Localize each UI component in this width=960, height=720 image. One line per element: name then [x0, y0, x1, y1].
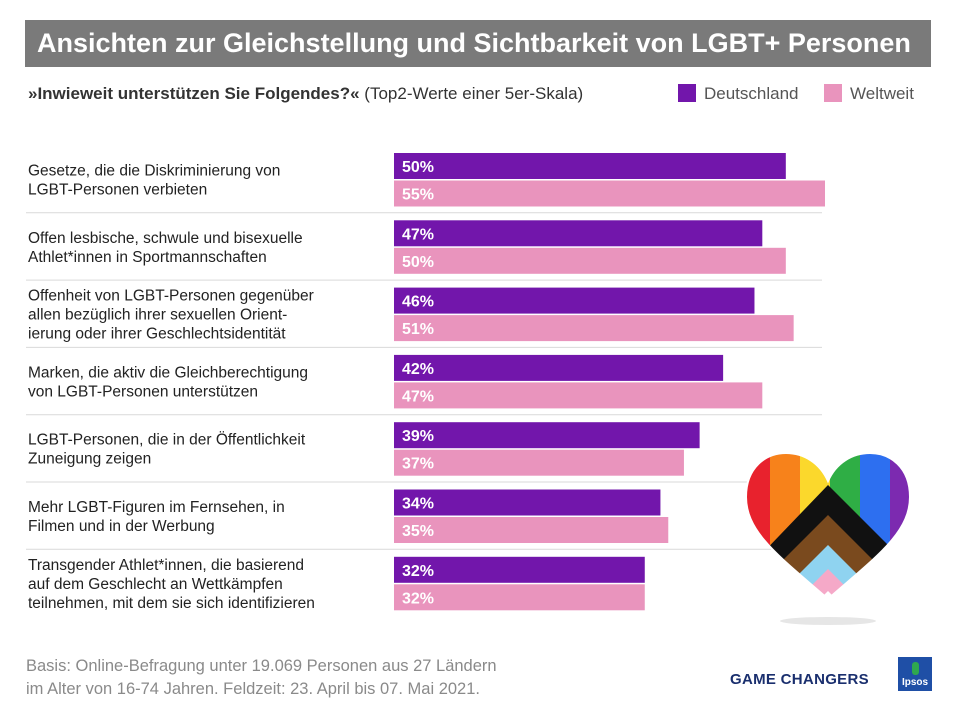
- legend-label-weltweit: Weltweit: [850, 84, 914, 103]
- value-label-deutschland: 47%: [402, 226, 434, 243]
- legend-swatch-weltweit: [824, 84, 842, 102]
- category-label-line: Mehr LGBT-Figuren im Fernsehen, in: [28, 499, 285, 516]
- bar-weltweit: [394, 247, 786, 274]
- bar-deutschland: [394, 153, 786, 179]
- category-label-line: LGBT-Personen verbieten: [28, 182, 207, 199]
- category-label-line: Offenheit von LGBT-Personen gegenüber: [28, 288, 314, 305]
- bar-weltweit: [394, 315, 794, 342]
- category-label-line: Offen lesbische, schwule und bisexuelle: [28, 230, 303, 247]
- category-label-line: auf dem Geschlecht an Wettkämpfen: [28, 576, 283, 593]
- bar-weltweit: [394, 180, 825, 207]
- chart-subtitle: »Inwieweit unterstützen Sie Folgendes?« …: [28, 84, 583, 104]
- category-label: Offen lesbische, schwule und bisexuelle A…: [28, 230, 303, 266]
- bar-deutschland: [394, 287, 755, 314]
- bar-deutschland: [394, 354, 724, 381]
- value-label-weltweit: 32%: [402, 590, 434, 607]
- footer-line-1: Basis: Online-Befragung unter 19.069 Per…: [26, 657, 497, 675]
- ipsos-logo-text: Ipsos: [901, 677, 929, 688]
- category-label-line: teilnehmen, mit dem sie sich identifizie…: [28, 595, 315, 612]
- legend-label-deutschland: Deutschland: [704, 84, 799, 103]
- category-label-line: Marken, die aktiv die Gleichberechtigung: [28, 364, 308, 381]
- category-label-line: allen bezüglich ihrer sexuellen Orient-: [28, 307, 287, 324]
- category-label-line: Zuneigung zeigen: [28, 451, 151, 468]
- bar-weltweit: [394, 382, 763, 409]
- category-label-line: Gesetze, die die Diskriminierung von: [28, 163, 280, 180]
- subtitle-note: (Top2-Werte einer 5er-Skala): [364, 84, 584, 103]
- bar-deutschland: [394, 489, 661, 516]
- value-label-weltweit: 50%: [402, 254, 434, 271]
- footer-line-2: im Alter von 16-74 Jahren. Feldzeit: 23.…: [26, 680, 480, 698]
- game-changers-brand: GAME CHANGERS: [730, 671, 869, 688]
- value-label-weltweit: 51%: [402, 321, 434, 338]
- value-label-deutschland: 46%: [402, 294, 434, 311]
- legend-swatch-deutschland: [678, 84, 696, 102]
- value-label-weltweit: 37%: [402, 456, 434, 473]
- category-label: Transgender Athlet*innen, die basierend a…: [28, 557, 315, 612]
- bar-weltweit: [394, 584, 645, 611]
- category-label: Mehr LGBT-Figuren im Fernsehen, in Filmen…: [28, 499, 285, 535]
- title-bar: Ansichten zur Gleichstellung und Sichtba…: [25, 20, 931, 67]
- category-label: Offenheit von LGBT-Personen gegenüber all…: [28, 288, 314, 343]
- category-label-line: Athlet*innen in Sportmannschaften: [28, 249, 267, 266]
- category-label-line: Transgender Athlet*innen, die basierend: [28, 557, 304, 574]
- chart-title: Ansichten zur Gleichstellung und Sichtba…: [37, 28, 911, 58]
- value-label-weltweit: 55%: [402, 187, 434, 204]
- value-label-deutschland: 39%: [402, 428, 434, 445]
- value-label-deutschland: 34%: [402, 496, 434, 513]
- legend-item-deutschland: Deutschland: [678, 84, 799, 104]
- value-label-weltweit: 35%: [402, 523, 434, 540]
- value-label-deutschland: 32%: [402, 563, 434, 580]
- bar-deutschland: [394, 422, 700, 449]
- category-label: LGBT-Personen, die in der Öffentlichkeit…: [28, 431, 306, 468]
- category-label: Marken, die aktiv die Gleichberechtigung…: [28, 364, 308, 400]
- bar-deutschland: [394, 220, 763, 247]
- category-label-line: von LGBT-Personen unterstützen: [28, 383, 258, 400]
- bar-deutschland: [394, 556, 645, 583]
- ipsos-logo: Ipsos: [898, 657, 932, 691]
- value-label-deutschland: 50%: [402, 159, 434, 176]
- bar-weltweit: [394, 449, 684, 476]
- subtitle-question: »Inwieweit unterstützen Sie Folgendes?«: [28, 84, 360, 103]
- value-label-weltweit: 47%: [402, 388, 434, 405]
- category-label-line: LGBT-Personen, die in der Öffentlichkeit: [28, 431, 306, 449]
- progress-pride-heart-icon: [744, 451, 912, 625]
- legend-item-weltweit: Weltweit: [824, 84, 914, 104]
- value-label-deutschland: 42%: [402, 361, 434, 378]
- bar-weltweit: [394, 517, 669, 543]
- category-label-line: ierung oder ihrer Geschlechtsidentität: [28, 326, 286, 343]
- category-label: Gesetze, die die Diskriminierung von LGBT…: [28, 163, 280, 199]
- category-label-line: Filmen und in der Werbung: [28, 518, 215, 535]
- ipsos-logo-mark: [912, 662, 919, 675]
- footer-note: Basis: Online-Befragung unter 19.069 Per…: [26, 655, 497, 701]
